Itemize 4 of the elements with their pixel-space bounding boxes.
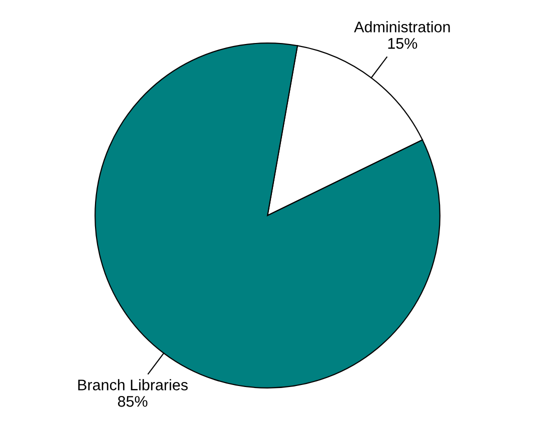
slice-label: Administration xyxy=(354,21,450,32)
slice-label: Branch Libraries xyxy=(78,379,188,390)
data-label: 85% xyxy=(118,396,148,407)
data-label: 15% xyxy=(388,38,418,49)
